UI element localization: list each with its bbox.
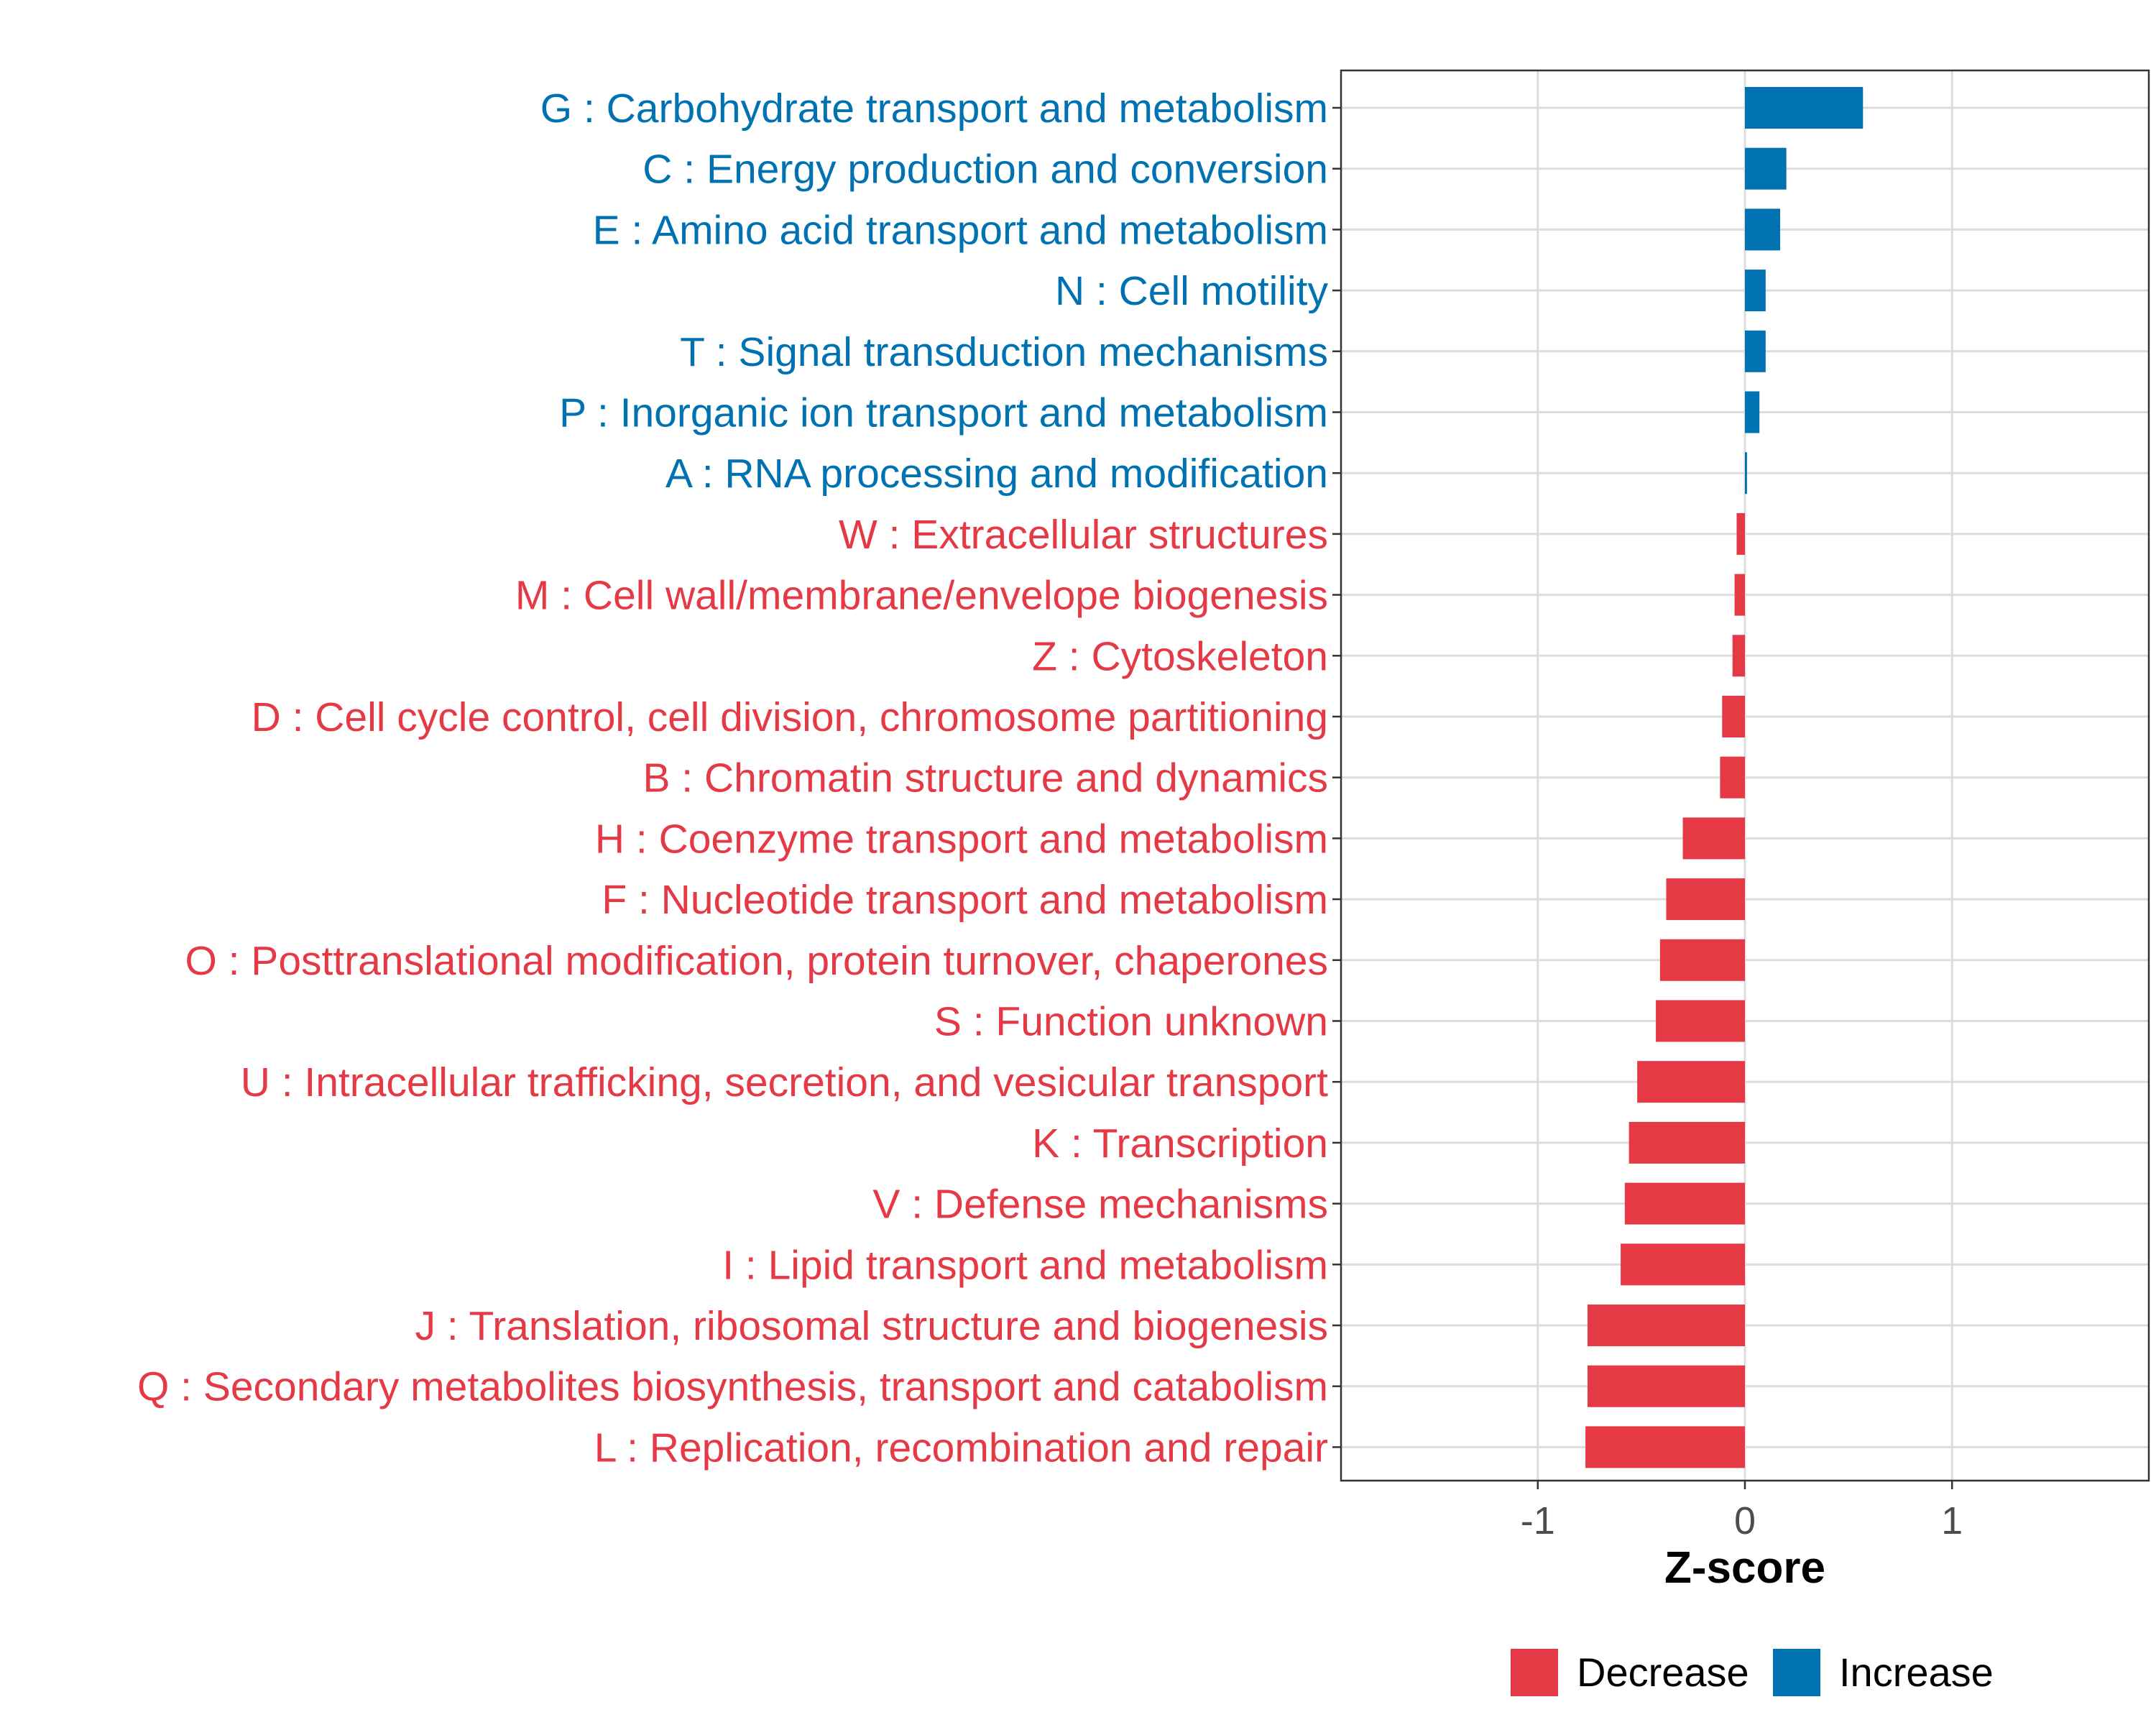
bar-u xyxy=(1637,1061,1745,1103)
y-tick-label: T : Signal transduction mechanisms xyxy=(680,329,1328,375)
x-tick-label: 1 xyxy=(1941,1499,1963,1542)
bar-i xyxy=(1621,1243,1745,1286)
bar-d xyxy=(1722,696,1745,737)
y-axis: G : Carbohydrate transport and metabolis… xyxy=(137,86,1341,1471)
y-tick-label: I : Lipid transport and metabolism xyxy=(722,1242,1328,1288)
bar-l xyxy=(1585,1426,1745,1468)
bar-w xyxy=(1736,512,1745,555)
x-axis-title: Z-score xyxy=(1664,1543,1825,1593)
legend-label-increase: Increase xyxy=(1839,1650,1994,1695)
legend-key-increase xyxy=(1773,1649,1820,1696)
bar-p xyxy=(1745,391,1760,433)
bar-m xyxy=(1734,574,1745,616)
bar-v xyxy=(1624,1182,1745,1225)
bar-a xyxy=(1745,452,1747,494)
y-tick-label: Q : Secondary metabolites biosynthesis, … xyxy=(137,1364,1328,1410)
y-tick-label: U : Intracellular trafficking, secretion… xyxy=(241,1059,1328,1105)
bar-e xyxy=(1745,208,1780,251)
y-tick-label: P : Inorganic ion transport and metaboli… xyxy=(559,390,1328,436)
y-tick-label: E : Amino acid transport and metabolism xyxy=(593,207,1328,253)
bar-n xyxy=(1745,270,1766,312)
y-tick-label: S : Function unknown xyxy=(934,999,1328,1045)
x-tick-label: -1 xyxy=(1521,1499,1555,1542)
y-tick-label: B : Chromatin structure and dynamics xyxy=(642,755,1328,801)
bar-c xyxy=(1745,147,1787,190)
legend-label-decrease: Decrease xyxy=(1577,1650,1749,1695)
y-tick-label: A : RNA processing and modification xyxy=(665,451,1328,497)
bar-s xyxy=(1656,1000,1745,1042)
bar-z xyxy=(1732,635,1745,677)
bar-k xyxy=(1628,1121,1745,1164)
y-tick-label: M : Cell wall/membrane/envelope biogenes… xyxy=(515,573,1328,619)
y-tick-label: N : Cell motility xyxy=(1055,268,1329,314)
bar-f xyxy=(1666,878,1745,921)
y-tick-label: V : Defense mechanisms xyxy=(872,1182,1328,1228)
y-tick-label: D : Cell cycle control, cell division, c… xyxy=(252,694,1328,740)
y-tick-label: H : Coenzyme transport and metabolism xyxy=(595,816,1328,862)
y-tick-label: F : Nucleotide transport and metabolism xyxy=(602,877,1328,923)
bar-layer xyxy=(1585,87,1864,1468)
bar-b xyxy=(1720,756,1745,799)
bar-j xyxy=(1587,1305,1745,1346)
y-tick-label: O : Posttranslational modification, prot… xyxy=(185,938,1328,984)
x-axis: -1 0 1 xyxy=(1521,1481,1963,1542)
bar-t xyxy=(1745,330,1766,372)
legend: Decrease Increase xyxy=(1511,1649,1994,1696)
y-tick-label: L : Replication, recombination and repai… xyxy=(594,1425,1328,1471)
y-tick-label: Z : Cytoskeleton xyxy=(1032,633,1328,679)
bar-o xyxy=(1659,939,1745,981)
y-tick-label: K : Transcription xyxy=(1032,1121,1328,1167)
x-tick-label: 0 xyxy=(1734,1499,1756,1542)
legend-key-decrease xyxy=(1511,1649,1558,1696)
y-tick-label: C : Energy production and conversion xyxy=(642,147,1328,193)
bar-g xyxy=(1745,87,1864,129)
y-tick-label: W : Extracellular structures xyxy=(839,512,1328,558)
bar-q xyxy=(1587,1365,1745,1407)
y-tick-label: G : Carbohydrate transport and metabolis… xyxy=(540,86,1328,132)
bar-h xyxy=(1682,817,1745,860)
y-tick-label: J : Translation, ribosomal structure and… xyxy=(415,1303,1328,1349)
